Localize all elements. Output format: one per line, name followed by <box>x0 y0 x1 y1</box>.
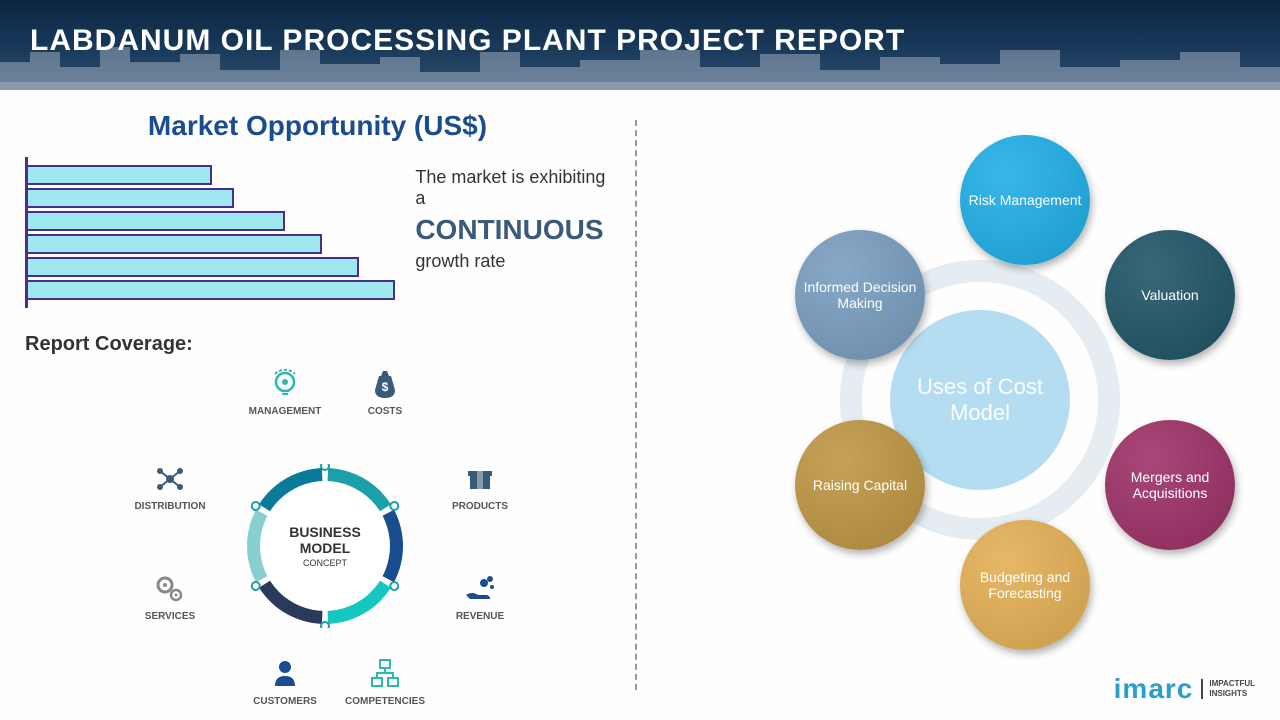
bm-item-customers: CUSTOMERS <box>235 656 335 707</box>
chart-bar <box>28 211 285 231</box>
chart-bar <box>28 188 234 208</box>
business-model-diagram: BUSINESS MODEL CONCEPT MANAGEMENT $ COSTS P… <box>25 366 605 706</box>
bm-center-line1: BUSINESS <box>289 524 361 540</box>
header-banner: LABDANUM OIL PROCESSING PLANT PROJECT RE… <box>0 0 1280 90</box>
hand-icon <box>462 571 498 607</box>
bm-item-products: PRODUCTS <box>430 461 530 512</box>
cost-model-node: Informed Decision Making <box>795 230 925 360</box>
bm-item-label: MANAGEMENT <box>235 406 335 417</box>
cost-model-center-label: Uses of Cost Model <box>890 374 1070 426</box>
bm-item-label: CUSTOMERS <box>235 696 335 707</box>
gears-icon <box>152 571 188 607</box>
brand-name: imarc <box>1114 673 1194 705</box>
brand-tagline-1: IMPACTFUL <box>1209 679 1255 689</box>
cost-model-node-label: Mergers and Acquisitions <box>1105 469 1235 501</box>
growth-line1: The market is exhibiting a <box>415 167 610 209</box>
box-icon <box>462 461 498 497</box>
chart-bar <box>28 280 395 300</box>
cost-model-node-label: Informed Decision Making <box>795 279 925 311</box>
network-icon <box>152 461 188 497</box>
bulb-icon <box>267 366 303 402</box>
bm-item-label: COSTS <box>335 406 435 417</box>
person-icon <box>267 656 303 692</box>
growth-line2: growth rate <box>415 251 610 272</box>
cost-model-node-label: Risk Management <box>969 192 1082 208</box>
bm-item-label: REVENUE <box>430 611 530 622</box>
market-chart-area: The market is exhibiting a CONTINUOUS gr… <box>25 157 610 308</box>
bm-item-label: SERVICES <box>120 611 220 622</box>
bar-chart <box>25 157 395 308</box>
moneybag-icon: $ <box>367 366 403 402</box>
cost-model-node-label: Budgeting and Forecasting <box>960 569 1090 601</box>
cost-model-node-label: Raising Capital <box>813 477 907 493</box>
cost-model-node: Risk Management <box>960 135 1090 265</box>
right-panel: Uses of Cost Model Risk Management Valuat… <box>637 90 1280 720</box>
bm-item-revenue: REVENUE <box>430 571 530 622</box>
cost-model-node-label: Valuation <box>1141 287 1198 303</box>
cost-model-node: Mergers and Acquisitions <box>1105 420 1235 550</box>
org-icon <box>367 656 403 692</box>
chart-bar <box>28 234 322 254</box>
growth-highlight: CONTINUOUS <box>415 214 610 246</box>
bm-center-sub: CONCEPT <box>303 558 347 568</box>
brand-tagline: IMPACTFUL INSIGHTS <box>1201 679 1255 698</box>
skyline-decoration <box>0 42 1280 82</box>
content-area: Market Opportunity (US$) The market is e… <box>0 90 1280 720</box>
chart-bar <box>28 165 212 185</box>
bm-item-distribution: DISTRIBUTION <box>120 461 220 512</box>
bm-item-competencies: COMPETENCIES <box>335 656 435 707</box>
bm-center-line2: MODEL <box>300 540 351 556</box>
report-coverage-label: Report Coverage: <box>25 333 610 356</box>
cost-model-node: Budgeting and Forecasting <box>960 520 1090 650</box>
cost-model-diagram: Uses of Cost Model Risk Management Valuat… <box>700 130 1260 650</box>
bm-item-services: SERVICES <box>120 571 220 622</box>
growth-text-block: The market is exhibiting a CONTINUOUS gr… <box>415 157 610 308</box>
left-panel: Market Opportunity (US$) The market is e… <box>0 90 635 720</box>
svg-text:$: $ <box>382 380 389 394</box>
bm-item-label: DISTRIBUTION <box>120 501 220 512</box>
bm-item-label: COMPETENCIES <box>335 696 435 707</box>
business-model-center: BUSINESS MODEL CONCEPT <box>260 481 390 611</box>
bm-item-management: MANAGEMENT <box>235 366 335 417</box>
bm-item-label: PRODUCTS <box>430 501 530 512</box>
chart-bar <box>28 257 359 277</box>
bm-item-costs: $ COSTS <box>335 366 435 417</box>
cost-model-node: Valuation <box>1105 230 1235 360</box>
brand-tagline-2: INSIGHTS <box>1209 689 1255 699</box>
market-opportunity-title: Market Opportunity (US$) <box>25 110 610 142</box>
cost-model-node: Raising Capital <box>795 420 925 550</box>
brand-logo: imarc IMPACTFUL INSIGHTS <box>1114 673 1255 705</box>
